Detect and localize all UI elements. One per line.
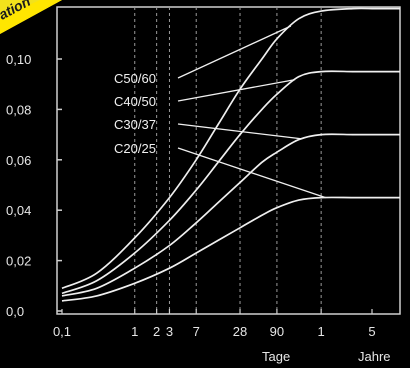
series-line bbox=[61, 7, 400, 290]
x-axis-ticks: 0,1 1 2 3 7 28 90 1 5 bbox=[53, 309, 376, 339]
x-tick-label: 1 bbox=[318, 324, 325, 339]
legend-leader-line bbox=[177, 123, 303, 140]
series-line bbox=[61, 133, 400, 297]
y-tick-label: 0,0 bbox=[6, 304, 24, 319]
x-axis-units: Tage Jahre bbox=[262, 349, 391, 364]
series-lines bbox=[61, 7, 400, 302]
x-unit-years-label: Jahre bbox=[358, 349, 391, 364]
x-tick-label: 90 bbox=[270, 324, 284, 339]
y-tick-label: 0,10 bbox=[6, 52, 31, 67]
x-tick-label: 2 bbox=[153, 324, 160, 339]
y-axis-ticks: 0,0 0,02 0,04 0,06 0,08 0,10 bbox=[6, 52, 62, 319]
legend-leader-line bbox=[177, 78, 296, 102]
legend-label: C40/50 bbox=[114, 94, 156, 109]
series-line bbox=[61, 70, 400, 295]
corner-banner: ation bbox=[0, 0, 62, 34]
y-tick-label: 0,06 bbox=[6, 153, 31, 168]
legend-label: C30/37 bbox=[114, 117, 156, 132]
y-tick-label: 0,08 bbox=[6, 102, 31, 117]
plot-frame bbox=[56, 6, 401, 315]
legend-leader-line bbox=[177, 147, 326, 199]
x-tick-label: 3 bbox=[166, 324, 173, 339]
y-tick-label: 0,02 bbox=[6, 254, 31, 269]
legend-label: C20/25 bbox=[114, 141, 156, 156]
legend-leaders bbox=[177, 25, 326, 199]
x-tick-label: 5 bbox=[368, 324, 375, 339]
legend-leader-line bbox=[177, 25, 292, 79]
series-line bbox=[61, 196, 400, 302]
legend-label: C50/60 bbox=[114, 71, 156, 86]
plot-area bbox=[56, 6, 401, 315]
x-tick-label: 7 bbox=[193, 324, 200, 339]
legend: C50/60 C40/50 C30/37 C20/25 bbox=[114, 71, 156, 156]
x-tick-label: 1 bbox=[131, 324, 138, 339]
y-tick-label: 0,04 bbox=[6, 203, 31, 218]
x-tick-label: 0,1 bbox=[53, 324, 71, 339]
grid-lines bbox=[134, 7, 322, 314]
x-tick-label: 28 bbox=[233, 324, 247, 339]
corner-banner-stripe bbox=[0, 0, 62, 34]
x-unit-days-label: Tage bbox=[262, 349, 290, 364]
